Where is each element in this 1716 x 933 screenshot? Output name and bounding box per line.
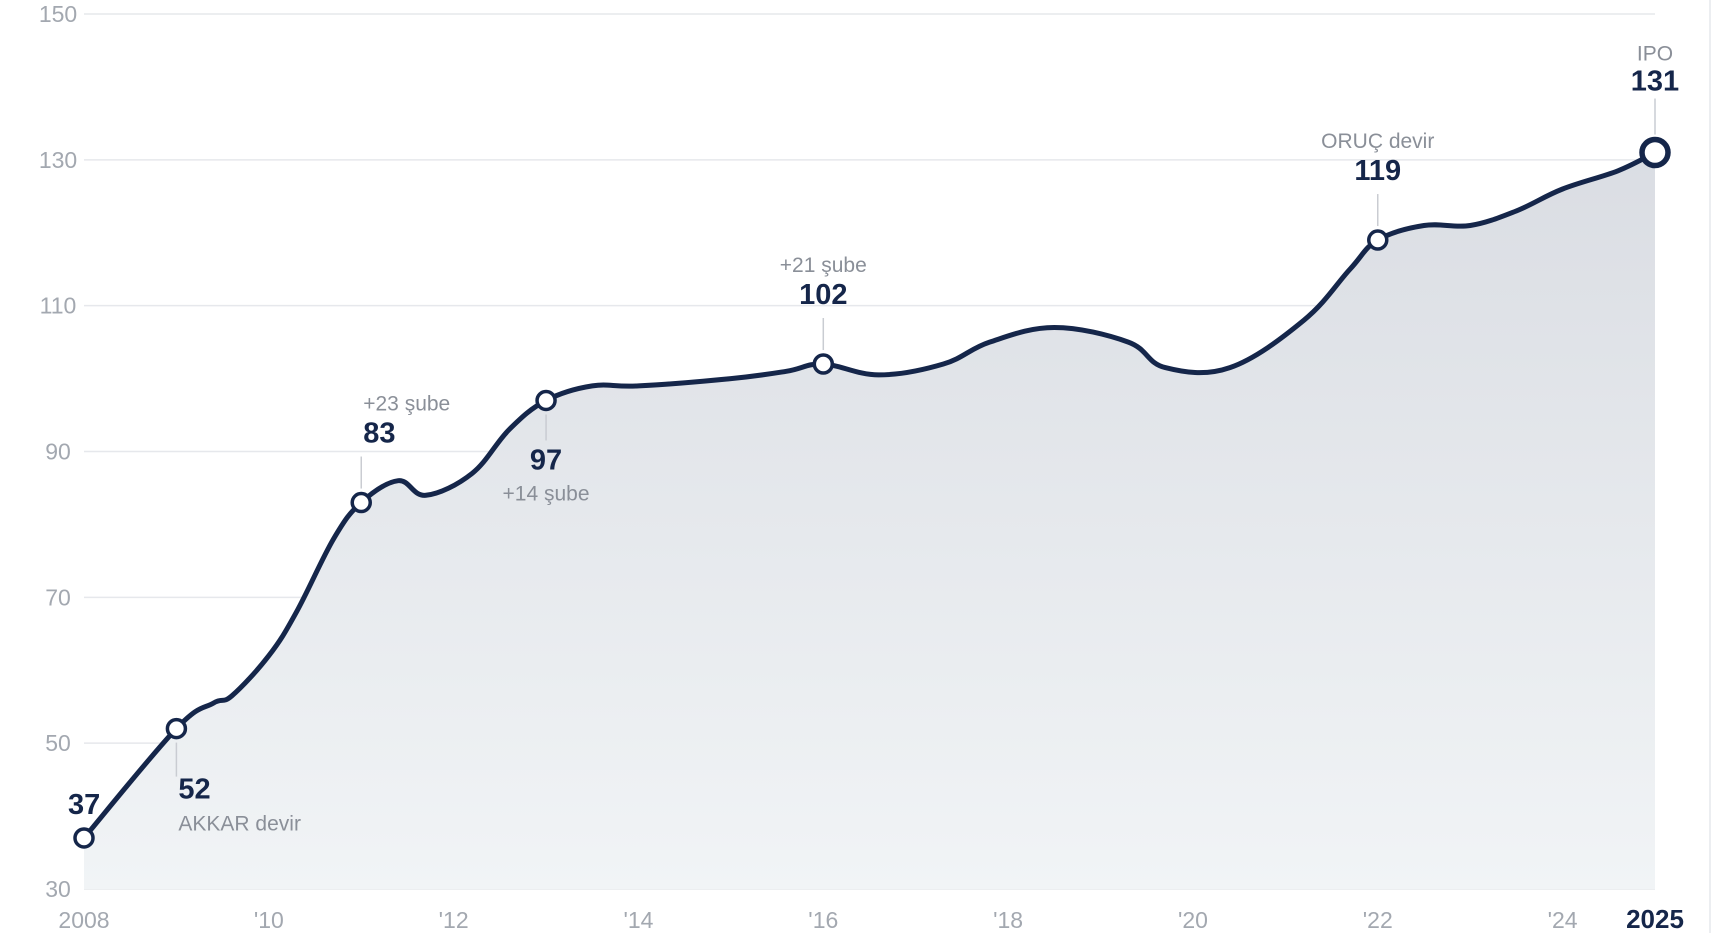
x-tick-label: '18	[993, 907, 1023, 933]
x-tick-label: '12	[439, 907, 469, 933]
value-label: 52	[178, 774, 210, 806]
value-label: 119	[1354, 155, 1401, 187]
annotation-102: 102+21 şube	[780, 254, 867, 375]
y-tick-label: 50	[45, 730, 71, 756]
y-tick-label: 150	[39, 1, 77, 27]
value-label: 102	[799, 279, 847, 311]
value-label: 83	[363, 418, 395, 450]
axis-layer: 30 50 70 90 110 130 150 2008 '10 '12 '14 '16 '18 '20 '…	[39, 1, 1684, 933]
final-point-marker	[1639, 136, 1671, 169]
x-tick-label: '24	[1548, 907, 1578, 933]
x-tick-label: '16	[808, 907, 838, 933]
x-tick-label: '20	[1178, 907, 1208, 933]
y-tick-label: 130	[39, 147, 77, 173]
note-label: +14 şube	[503, 482, 590, 505]
note-label: +23 şube	[363, 393, 450, 416]
y-tick-label: 90	[45, 439, 71, 465]
point-marker	[812, 353, 835, 375]
series-area	[84, 152, 1655, 889]
point-marker	[73, 827, 95, 849]
value-label: 37	[68, 789, 100, 821]
annotation-52: 52 AKKAR devir	[165, 717, 301, 836]
point-marker	[165, 717, 188, 740]
area-layer	[84, 152, 1655, 889]
annotation-97: 97 +14 şube	[503, 389, 590, 505]
annotation-83: 83+23 şube	[350, 393, 450, 514]
point-marker	[535, 389, 557, 412]
note-label: ORUÇ devir	[1321, 130, 1434, 153]
value-label: 131	[1631, 66, 1679, 98]
x-tick-label-final: 2025	[1626, 904, 1684, 933]
point-marker	[350, 491, 372, 514]
point-marker	[1367, 229, 1389, 251]
annotation-37: 37	[68, 789, 100, 849]
y-tick-label: 70	[45, 584, 71, 610]
y-tick-label: 110	[40, 293, 77, 319]
x-tick-label: '14	[623, 907, 653, 933]
value-label: 97	[530, 444, 562, 476]
y-tick-label: 30	[45, 876, 71, 902]
x-tick-label: '22	[1363, 907, 1393, 933]
note-label: AKKAR devir	[178, 813, 301, 836]
x-tick-label: 2008	[58, 907, 109, 933]
note-label: +21 şube	[780, 254, 867, 277]
note-label: IPO	[1637, 43, 1673, 66]
x-tick-label: '10	[254, 907, 284, 933]
